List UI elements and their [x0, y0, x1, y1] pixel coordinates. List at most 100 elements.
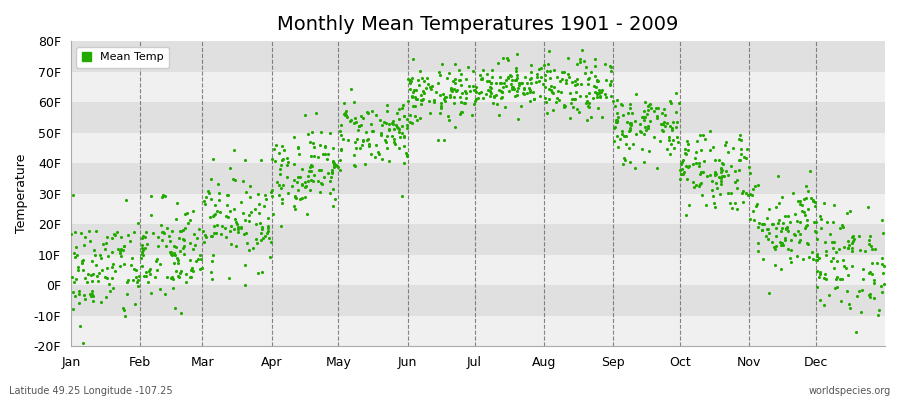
- Point: [130, 220, 145, 226]
- Point: [863, 243, 878, 250]
- Point: [486, 93, 500, 99]
- Point: [773, 242, 788, 248]
- Point: [395, 105, 410, 112]
- Point: [68, 293, 83, 300]
- Point: [298, 111, 312, 118]
- Point: [382, 126, 397, 133]
- Point: [842, 208, 857, 214]
- Point: [203, 269, 218, 275]
- Point: [81, 270, 95, 277]
- Point: [670, 118, 685, 125]
- Point: [523, 89, 537, 96]
- Point: [521, 85, 535, 92]
- Point: [431, 80, 446, 86]
- Point: [644, 105, 658, 112]
- Point: [551, 88, 565, 94]
- Point: [678, 146, 692, 152]
- Point: [388, 141, 402, 147]
- Point: [834, 221, 849, 228]
- Point: [397, 133, 411, 139]
- Point: [867, 295, 881, 302]
- Point: [591, 90, 606, 96]
- Point: [723, 200, 737, 206]
- Point: [856, 266, 870, 273]
- Point: [480, 78, 494, 84]
- Point: [333, 128, 347, 134]
- Point: [728, 200, 742, 206]
- Point: [127, 229, 141, 235]
- Point: [186, 245, 201, 252]
- Point: [680, 138, 694, 145]
- Point: [447, 123, 462, 130]
- Point: [347, 163, 362, 169]
- Point: [644, 100, 658, 107]
- Point: [545, 90, 560, 96]
- Point: [100, 265, 114, 271]
- Point: [487, 94, 501, 100]
- Point: [121, 276, 135, 283]
- Point: [615, 131, 629, 138]
- Point: [474, 76, 489, 83]
- Point: [823, 292, 837, 298]
- Point: [181, 220, 195, 226]
- Point: [503, 72, 517, 78]
- Point: [238, 217, 253, 223]
- Point: [660, 120, 674, 126]
- Point: [183, 240, 197, 246]
- Point: [837, 244, 851, 251]
- Point: [755, 226, 770, 233]
- Point: [165, 252, 179, 258]
- Point: [673, 170, 688, 177]
- Point: [193, 266, 207, 272]
- Point: [715, 180, 729, 187]
- Point: [839, 264, 853, 271]
- Point: [680, 147, 695, 153]
- Point: [390, 110, 404, 116]
- Point: [454, 70, 468, 77]
- Point: [255, 268, 269, 275]
- Point: [740, 146, 754, 152]
- Point: [604, 68, 618, 74]
- Point: [744, 192, 759, 198]
- Point: [303, 153, 318, 160]
- Point: [406, 89, 420, 96]
- Point: [712, 174, 726, 180]
- Point: [265, 156, 279, 162]
- Point: [613, 136, 627, 142]
- Point: [365, 128, 380, 134]
- Point: [509, 72, 524, 78]
- Point: [238, 282, 253, 288]
- Point: [405, 75, 419, 81]
- Point: [274, 162, 288, 168]
- Point: [828, 284, 842, 291]
- Point: [326, 158, 340, 164]
- Point: [401, 98, 416, 104]
- Point: [554, 76, 569, 82]
- Point: [305, 163, 320, 169]
- Point: [863, 294, 878, 300]
- Point: [500, 55, 514, 61]
- Point: [853, 309, 868, 315]
- Point: [484, 80, 499, 86]
- Point: [557, 104, 572, 110]
- Point: [117, 306, 131, 313]
- Point: [303, 177, 318, 184]
- Point: [72, 288, 86, 294]
- Point: [334, 132, 348, 138]
- Point: [817, 270, 832, 277]
- Point: [562, 74, 576, 80]
- Point: [96, 241, 111, 247]
- Point: [638, 98, 652, 105]
- Point: [850, 293, 864, 300]
- Point: [682, 202, 697, 208]
- Point: [257, 192, 272, 198]
- Point: [842, 272, 856, 278]
- Point: [666, 119, 680, 126]
- Point: [765, 238, 779, 245]
- Point: [635, 114, 650, 120]
- Point: [294, 182, 309, 188]
- Point: [616, 154, 631, 161]
- Point: [590, 84, 604, 90]
- Point: [89, 228, 104, 235]
- Point: [422, 98, 436, 104]
